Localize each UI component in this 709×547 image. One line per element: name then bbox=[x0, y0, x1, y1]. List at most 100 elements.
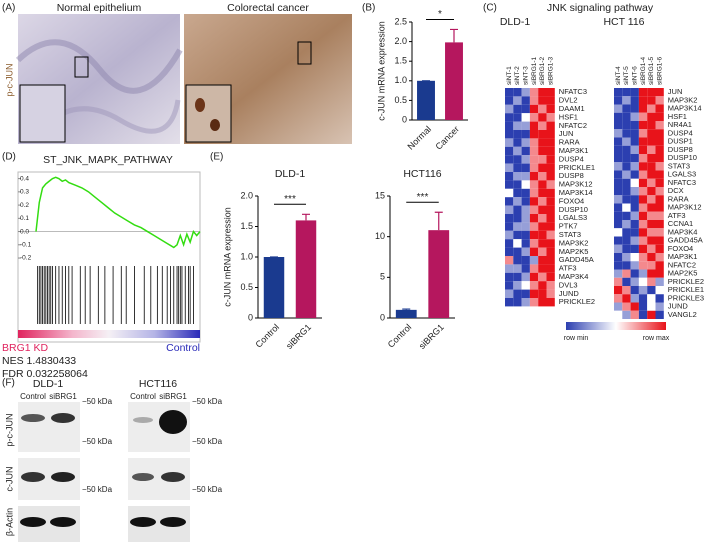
heatmap-cell bbox=[638, 137, 648, 146]
heatmap-cell bbox=[638, 195, 648, 204]
heatmap-cell bbox=[529, 96, 539, 105]
heatmap-cell bbox=[630, 195, 639, 204]
heatmap-cell bbox=[614, 269, 623, 278]
row-label: NFATC3 bbox=[668, 178, 696, 187]
heatmap-cell bbox=[505, 188, 514, 198]
heatmap-cell bbox=[647, 195, 656, 204]
heatmap-cell bbox=[614, 195, 623, 204]
x-tick-label: siBRG1 bbox=[284, 322, 313, 351]
band bbox=[132, 473, 154, 481]
column-label: siBRG1-6 bbox=[656, 56, 663, 85]
y-tick-label: 15 bbox=[375, 190, 385, 200]
heatmap-cell bbox=[529, 188, 539, 198]
row-label: MAP3K2 bbox=[668, 95, 698, 104]
heatmap-cell bbox=[655, 228, 664, 237]
heatmap-cell bbox=[655, 88, 664, 97]
x-tick-label: siBRG1 bbox=[417, 322, 446, 351]
heatmap-cell bbox=[622, 253, 631, 262]
heatmap-cell bbox=[521, 289, 530, 298]
heatmap-cell bbox=[622, 244, 631, 253]
heatmap-cell bbox=[546, 104, 555, 114]
heatmap-cell bbox=[505, 113, 514, 122]
y-tick-label: 0.3 bbox=[20, 189, 29, 196]
heatmap-cell bbox=[638, 129, 648, 138]
row-label: PRICKLE2 bbox=[668, 277, 704, 286]
heatmap-cell bbox=[647, 310, 656, 319]
panel-a: (A) Normal epithelium Colorectal cancer … bbox=[2, 2, 352, 144]
heatmap-cell bbox=[546, 222, 555, 231]
heatmap-cell bbox=[647, 178, 656, 187]
row-label: RARA bbox=[559, 138, 580, 147]
heatmap-cell bbox=[655, 294, 664, 303]
heatmap-cell bbox=[655, 187, 664, 196]
heatmap-cell bbox=[538, 205, 547, 214]
heatmap-cell bbox=[614, 228, 623, 237]
heatmap-cell bbox=[505, 197, 514, 206]
heatmap-cell bbox=[655, 261, 664, 270]
heatmap-cell bbox=[538, 113, 547, 122]
heatmap-cell bbox=[655, 154, 664, 163]
heatmap-cell bbox=[647, 228, 656, 237]
image-title: Normal epithelium bbox=[57, 2, 142, 14]
heatmap-cell bbox=[630, 162, 639, 171]
heatmap-cell bbox=[655, 277, 664, 286]
heatmap-cell bbox=[647, 261, 656, 270]
heatmap-cell bbox=[630, 170, 639, 179]
heatmap-cell bbox=[622, 220, 631, 229]
heatmap-cell bbox=[505, 121, 514, 130]
column-label: siBRG1-1 bbox=[531, 56, 538, 85]
heatmap-cell bbox=[521, 214, 530, 223]
heatmap-cell bbox=[521, 222, 530, 231]
heatmap-cell bbox=[529, 272, 539, 282]
column-label: siNT-5 bbox=[623, 66, 630, 85]
heatmap-cell bbox=[630, 294, 639, 303]
marker-label: −50 kDa bbox=[192, 485, 223, 494]
color-scale bbox=[566, 322, 666, 330]
heatmap-cell bbox=[647, 220, 656, 229]
heatmap-cell bbox=[521, 130, 530, 139]
heatmap-cell bbox=[638, 187, 648, 196]
y-tick-label: 0.5 bbox=[240, 282, 253, 292]
heatmap-cell bbox=[622, 178, 631, 187]
heatmap-cell bbox=[505, 88, 514, 97]
heatmap-cell bbox=[655, 269, 664, 278]
heatmap-cell bbox=[521, 96, 530, 105]
heatmap-cell bbox=[655, 145, 664, 154]
heatmap-cell bbox=[546, 88, 555, 97]
heatmap-cell bbox=[638, 203, 648, 212]
heatmap-cell bbox=[529, 130, 539, 139]
heatmap-cell bbox=[630, 203, 639, 212]
heatmap-cell bbox=[630, 220, 639, 229]
heatmap-cell bbox=[521, 180, 530, 189]
heatmap-cell bbox=[521, 281, 530, 290]
heatmap-cell bbox=[655, 162, 664, 171]
band bbox=[160, 517, 186, 527]
heatmap-cell bbox=[538, 272, 547, 282]
heatmap-cell bbox=[647, 211, 656, 220]
band bbox=[159, 410, 187, 434]
row-label: GADD45A bbox=[559, 255, 594, 264]
heatmap-cell bbox=[622, 294, 631, 303]
heatmap-cell bbox=[529, 163, 539, 172]
heatmap-cell bbox=[638, 294, 648, 303]
chart-title: JNK signaling pathway bbox=[547, 2, 654, 14]
row-label: MAP3K2 bbox=[559, 238, 589, 247]
heatmap-cell bbox=[505, 281, 514, 290]
y-tick-label: 10 bbox=[375, 231, 385, 241]
heatmap-cell bbox=[513, 289, 522, 298]
heatmap-cell bbox=[521, 188, 530, 198]
row-label: VANGL2 bbox=[668, 310, 697, 319]
heatmap-cell bbox=[622, 195, 631, 204]
error-bar bbox=[402, 308, 411, 310]
heatmap-cell bbox=[538, 298, 547, 307]
row-label: MAP3K14 bbox=[668, 104, 702, 113]
significance-label: * bbox=[438, 9, 442, 20]
heatmap-cell bbox=[655, 178, 664, 187]
heatmap-cell bbox=[647, 104, 656, 113]
heatmap-cell bbox=[638, 236, 648, 245]
heatmap-cell bbox=[655, 112, 664, 121]
heatmap-cell bbox=[630, 211, 639, 220]
heatmap-cell bbox=[622, 228, 631, 237]
heatmap-cell bbox=[529, 281, 539, 290]
row-label: MAP3K1 bbox=[668, 252, 698, 261]
